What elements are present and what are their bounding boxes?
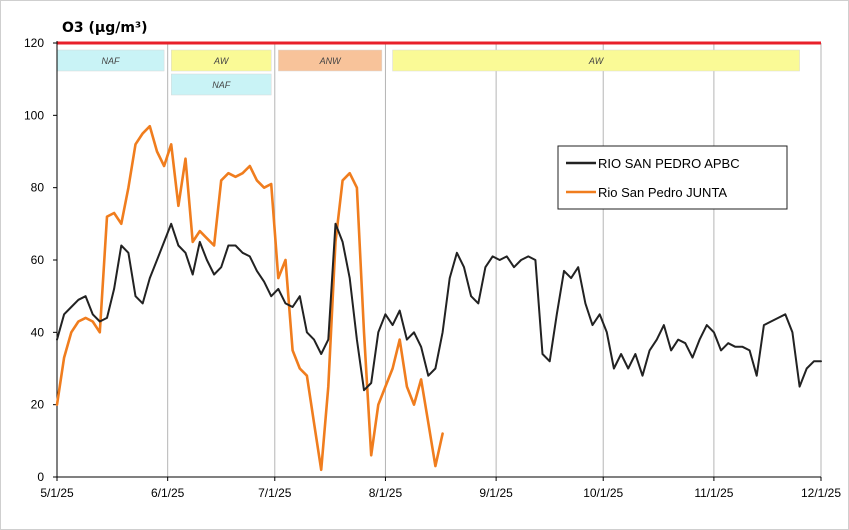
series-line-1 bbox=[55, 124, 444, 472]
event-band-label-2: NAF bbox=[212, 80, 231, 90]
axes: 0 20 40 60 80 100 120 5/1/25 6/1/25 7/1/25 8/1/25 9… bbox=[24, 36, 841, 500]
y-tick-label-6: 120 bbox=[24, 36, 44, 50]
event-band-4 bbox=[392, 49, 800, 72]
x-tick-label-7: 12/1/25 bbox=[801, 486, 841, 500]
legend: RIO SAN PEDRO APBC Rio San Pedro JUNTA bbox=[557, 145, 788, 210]
x-tick-label-3: 8/1/25 bbox=[369, 486, 403, 500]
y-tick-label-0: 0 bbox=[37, 470, 44, 484]
x-tick-label-1: 6/1/25 bbox=[151, 486, 185, 500]
event-band-label-0: NAF bbox=[102, 56, 121, 66]
legend-box bbox=[557, 145, 788, 210]
y-tick-label-5: 100 bbox=[24, 108, 44, 122]
x-tick-label-6: 11/1/25 bbox=[694, 486, 733, 500]
y-tick-label-1: 20 bbox=[31, 398, 45, 412]
series-line-0 bbox=[56, 222, 822, 392]
x-tick-label-0: 5/1/25 bbox=[40, 486, 74, 500]
event-band-1 bbox=[170, 49, 272, 72]
chart-title: O3 (µg/m³) bbox=[62, 20, 147, 36]
event-band-label-1: AW bbox=[213, 56, 230, 66]
x-tick-label-4: 9/1/25 bbox=[479, 486, 513, 500]
legend-label-apbc: RIO SAN PEDRO APBC bbox=[598, 156, 740, 171]
event-band-label-3: ANW bbox=[319, 56, 343, 66]
legend-label-junta: Rio San Pedro JUNTA bbox=[598, 185, 727, 200]
series-lines bbox=[55, 124, 822, 472]
vertical-gridlines bbox=[167, 43, 822, 477]
y-tick-label-3: 60 bbox=[31, 253, 45, 267]
y-tick-label-2: 40 bbox=[31, 325, 45, 339]
y-tick-label-4: 80 bbox=[31, 181, 45, 195]
event-bands: NAF AW NAF ANW AW bbox=[56, 49, 800, 96]
event-band-3 bbox=[278, 49, 383, 72]
event-band-label-4: AW bbox=[588, 56, 605, 66]
x-tick-label-2: 7/1/25 bbox=[258, 486, 292, 500]
event-band-2 bbox=[170, 73, 272, 96]
x-tick-label-5: 10/1/25 bbox=[583, 486, 623, 500]
